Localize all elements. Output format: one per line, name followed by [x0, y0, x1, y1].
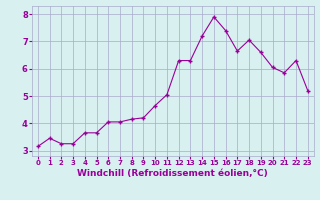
X-axis label: Windchill (Refroidissement éolien,°C): Windchill (Refroidissement éolien,°C)	[77, 169, 268, 178]
